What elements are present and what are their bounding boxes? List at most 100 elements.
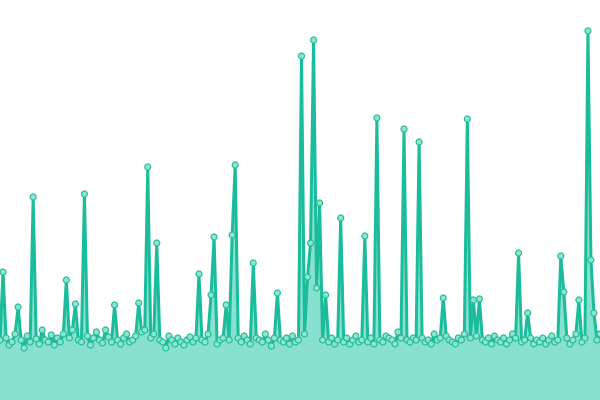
data-point: [472, 332, 480, 340]
data-point: [430, 330, 438, 338]
data-point: [343, 334, 351, 342]
data-point: [228, 231, 236, 239]
data-point: [499, 334, 508, 342]
data-point: [264, 336, 272, 344]
data-point: [572, 330, 580, 338]
data-point: [92, 328, 101, 336]
data-point: [554, 336, 562, 344]
data-point: [521, 336, 529, 344]
data-point: [246, 340, 254, 348]
data-point: [484, 334, 493, 342]
data-point: [14, 303, 22, 311]
data-point: [11, 330, 19, 338]
data-point: [590, 309, 598, 317]
data-point: [394, 328, 402, 336]
data-point: [225, 336, 233, 344]
data-point: [71, 300, 79, 308]
data-point: [201, 338, 209, 346]
data-point: [195, 270, 203, 278]
data-point: [569, 336, 577, 344]
data-point: [141, 326, 149, 334]
data-point: [451, 340, 459, 348]
data-point: [315, 199, 324, 207]
data-point: [249, 259, 257, 267]
data-point: [80, 190, 89, 198]
data-point: [107, 338, 116, 346]
data-point: [135, 299, 143, 307]
data-point: [593, 336, 600, 344]
data-point: [144, 163, 152, 171]
data-point: [584, 27, 592, 35]
data-point: [222, 301, 230, 309]
data-point: [62, 276, 70, 284]
data-point: [98, 339, 107, 347]
data-point: [26, 338, 34, 346]
data-point: [463, 115, 471, 123]
data-point: [29, 193, 37, 201]
data-point: [563, 334, 571, 342]
data-point: [0, 336, 4, 344]
data-point: [527, 334, 535, 342]
data-point: [460, 330, 468, 338]
data-point: [587, 256, 595, 264]
data-point: [370, 340, 378, 348]
data-point: [560, 288, 568, 296]
data-point: [89, 334, 98, 342]
data-point: [270, 334, 278, 342]
data-point: [367, 334, 375, 342]
data-point: [207, 291, 215, 299]
data-point: [514, 249, 523, 257]
data-point: [162, 344, 170, 352]
data-point: [8, 338, 16, 346]
data-point: [400, 125, 408, 133]
data-point: [285, 340, 294, 348]
data-point: [219, 334, 227, 342]
data-point: [487, 340, 496, 348]
data-point: [83, 332, 92, 340]
data-point: [439, 294, 447, 302]
data-point: [150, 330, 158, 338]
data-point: [210, 233, 218, 241]
data-point: [352, 332, 360, 340]
data-point: [59, 330, 67, 338]
data-point: [557, 252, 565, 260]
data-point: [50, 341, 58, 349]
data-point: [457, 336, 465, 344]
data-point: [288, 332, 297, 340]
data-point: [101, 326, 110, 334]
data-point: [427, 340, 435, 348]
data-point: [273, 289, 281, 297]
data-point: [511, 334, 520, 342]
data-point: [192, 334, 200, 342]
data-point: [328, 334, 336, 342]
data-point: [319, 336, 327, 344]
data-point: [261, 330, 269, 338]
data-point: [436, 334, 444, 342]
data-point: [231, 161, 239, 169]
data-point: [300, 330, 309, 338]
data-point: [56, 338, 64, 346]
data-point: [524, 309, 532, 317]
data-point: [237, 338, 245, 346]
data-point: [17, 336, 25, 344]
data-point: [117, 340, 125, 348]
data-point: [358, 336, 366, 344]
data-point: [548, 332, 556, 340]
data-point: [23, 332, 31, 340]
data-point: [309, 36, 318, 44]
data-point: [575, 296, 583, 304]
data-point: [466, 334, 474, 342]
data-point: [282, 334, 291, 342]
data-point: [322, 291, 330, 299]
data-point: [20, 344, 28, 352]
data-point: [204, 330, 212, 338]
data-point: [38, 326, 46, 334]
data-point: [412, 336, 420, 344]
data-point: [361, 232, 369, 240]
data-points: [0, 27, 600, 352]
series-line: [0, 29, 600, 350]
data-point: [153, 239, 161, 247]
data-point: [47, 331, 55, 339]
data-point: [123, 330, 131, 338]
data-point: [104, 333, 113, 341]
